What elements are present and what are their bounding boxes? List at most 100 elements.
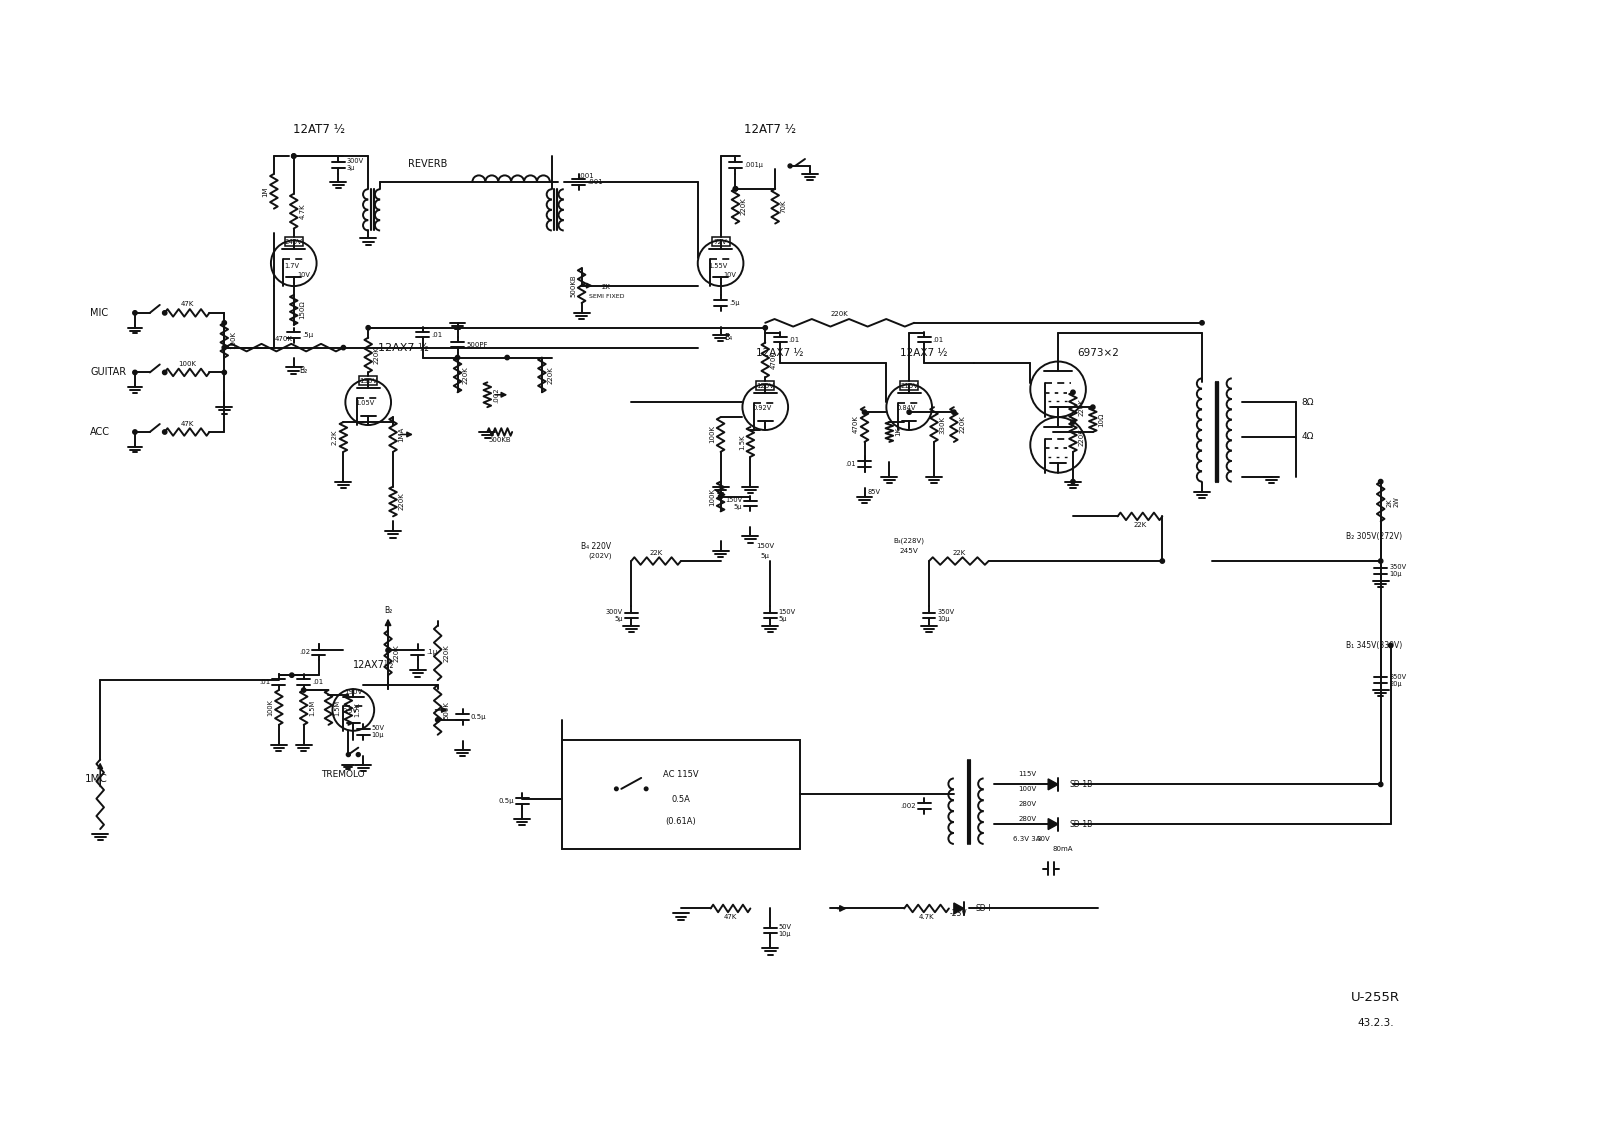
Text: 47K: 47K (181, 302, 194, 308)
Text: 245V: 245V (899, 549, 918, 554)
Circle shape (1160, 559, 1165, 563)
Text: 220K: 220K (462, 366, 469, 383)
Text: 220K: 220K (741, 197, 747, 215)
Text: .1μ: .1μ (426, 649, 437, 655)
Text: (202V): (202V) (587, 553, 611, 560)
Text: B₂: B₂ (384, 606, 392, 615)
Circle shape (301, 688, 306, 692)
Text: -23V: -23V (950, 909, 968, 918)
Text: 1.5K: 1.5K (354, 702, 360, 717)
Text: 220K: 220K (374, 346, 379, 364)
Text: 12AT7 ½: 12AT7 ½ (744, 123, 797, 136)
Text: 100K: 100K (709, 425, 715, 443)
Text: .001: .001 (579, 173, 595, 179)
Text: 470K: 470K (771, 351, 776, 369)
Text: 22K: 22K (650, 550, 662, 555)
Text: 10V: 10V (723, 273, 736, 278)
Text: .01: .01 (933, 337, 944, 343)
Text: 0.5A: 0.5A (672, 795, 690, 804)
Circle shape (163, 311, 166, 316)
Text: 1.55V: 1.55V (707, 264, 728, 269)
Text: TREMOLO: TREMOLO (322, 770, 365, 779)
Text: 500KB: 500KB (570, 274, 576, 297)
Text: 220K: 220K (1078, 428, 1085, 446)
Text: 330K: 330K (939, 415, 946, 433)
Text: 85V: 85V (867, 489, 882, 494)
Text: ACC: ACC (90, 428, 110, 437)
Text: 115V: 115V (1018, 771, 1037, 777)
Text: SD-I: SD-I (976, 904, 992, 913)
Text: 1K: 1K (894, 428, 901, 437)
Text: 350V
10μ: 350V 10μ (938, 610, 955, 622)
Text: 12AX7 ½: 12AX7 ½ (757, 347, 803, 357)
Text: 500PF: 500PF (466, 342, 488, 347)
Text: MIC: MIC (90, 308, 109, 318)
Text: .02: .02 (299, 649, 310, 655)
Text: .01: .01 (845, 460, 856, 467)
Text: .5μ: .5μ (302, 333, 314, 338)
Text: 220K: 220K (1078, 398, 1085, 416)
Text: 70K: 70K (781, 199, 787, 213)
Text: 72V: 72V (714, 239, 728, 245)
Text: 125V: 125V (757, 382, 774, 389)
Text: B₄ 220V: B₄ 220V (581, 542, 611, 551)
Text: 190V: 190V (344, 689, 363, 696)
Circle shape (222, 370, 227, 374)
Text: 215V: 215V (901, 382, 918, 389)
Text: 43.2.3.: 43.2.3. (1357, 1018, 1394, 1028)
Circle shape (163, 430, 166, 434)
Text: 22K: 22K (1133, 521, 1147, 528)
Text: GUITAR: GUITAR (90, 368, 126, 378)
Text: 12AX7 ½: 12AX7 ½ (901, 347, 947, 357)
Text: .5μ: .5μ (730, 300, 739, 307)
Circle shape (346, 752, 350, 757)
Text: 12AX7 ½: 12AX7 ½ (378, 343, 429, 353)
Circle shape (386, 648, 390, 653)
Text: .001: .001 (587, 179, 603, 184)
Text: 1MA: 1MA (398, 426, 405, 442)
Text: .002: .002 (901, 803, 915, 809)
Circle shape (133, 311, 138, 316)
Text: 0.92V: 0.92V (752, 405, 771, 412)
Text: B₃(228V): B₃(228V) (894, 538, 925, 544)
Text: 12AT7 ½: 12AT7 ½ (293, 123, 344, 136)
Circle shape (1379, 783, 1382, 786)
Text: U-255R: U-255R (1352, 991, 1400, 1004)
Text: 470K: 470K (275, 336, 293, 343)
Circle shape (1379, 480, 1382, 484)
Text: B₄: B₄ (725, 334, 733, 343)
Circle shape (133, 430, 138, 434)
Text: 470K: 470K (853, 415, 859, 433)
Text: 220K: 220K (960, 416, 965, 433)
Text: B₂: B₂ (299, 366, 307, 375)
Circle shape (718, 494, 723, 499)
Text: 4.7K: 4.7K (918, 914, 934, 920)
Text: 0.84V: 0.84V (896, 405, 915, 412)
Text: 100K: 100K (267, 699, 274, 716)
Circle shape (1070, 390, 1075, 395)
Text: 500K: 500K (443, 701, 450, 719)
Circle shape (645, 787, 648, 791)
Circle shape (163, 370, 166, 374)
Text: 4.7K: 4.7K (299, 204, 306, 219)
Circle shape (341, 345, 346, 349)
Text: .001μ: .001μ (744, 162, 763, 169)
Text: 6.3V 3A: 6.3V 3A (1013, 836, 1042, 841)
Text: 100K: 100K (178, 361, 197, 366)
Text: 1.7V: 1.7V (285, 264, 299, 269)
Text: 47K: 47K (181, 421, 194, 426)
Text: 100V: 100V (1018, 786, 1037, 793)
Circle shape (291, 154, 296, 158)
Text: 6973×2: 6973×2 (1077, 347, 1118, 357)
Text: 150V
5μ: 150V 5μ (725, 497, 742, 510)
Text: 100K: 100K (230, 331, 235, 349)
Circle shape (1200, 320, 1205, 325)
Text: 220K: 220K (547, 366, 554, 383)
Text: .01: .01 (259, 679, 270, 685)
Text: B₂ 305V(272V): B₂ 305V(272V) (1346, 532, 1402, 541)
Circle shape (1091, 405, 1094, 409)
Text: 130V: 130V (358, 378, 378, 383)
Circle shape (290, 673, 294, 677)
Text: 0.9V: 0.9V (342, 708, 358, 714)
Text: 1.5M: 1.5M (309, 699, 315, 716)
